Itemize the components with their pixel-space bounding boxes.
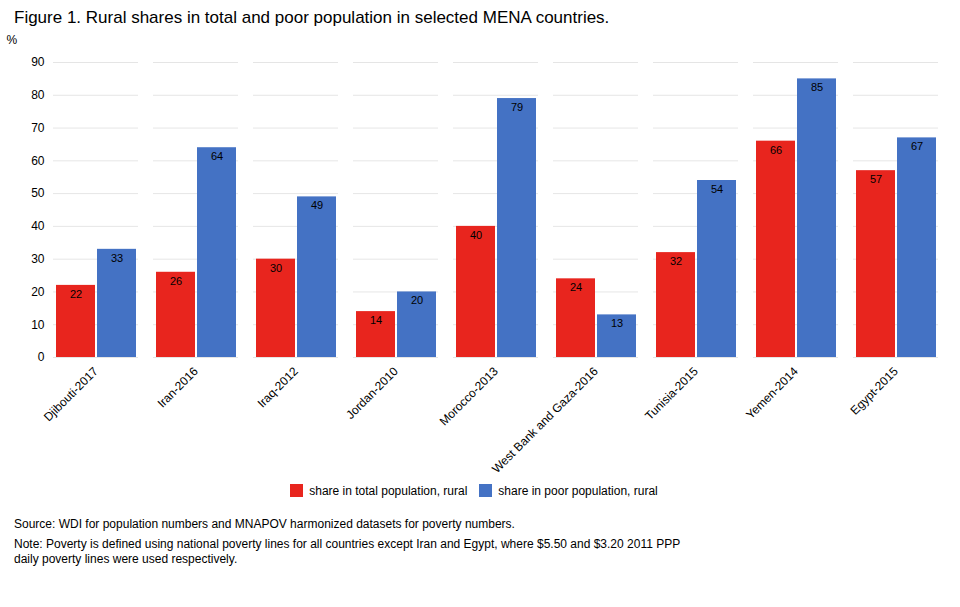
svg-text:14: 14 <box>370 314 382 326</box>
svg-text:60: 60 <box>31 154 45 168</box>
svg-text:Yemen-2014: Yemen-2014 <box>743 364 801 422</box>
svg-text:13: 13 <box>611 317 623 329</box>
svg-text:10: 10 <box>31 318 45 332</box>
svg-text:West Bank and Gaza-2016: West Bank and Gaza-2016 <box>489 364 601 472</box>
svg-text:90: 90 <box>31 55 45 69</box>
svg-text:49: 49 <box>311 199 323 211</box>
svg-text:67: 67 <box>911 140 923 152</box>
html-text:Note: Poverty is defined using: Note: Poverty is defined using national … <box>14 536 681 567</box>
svg-text:30: 30 <box>31 252 45 266</box>
svg-text:40: 40 <box>470 229 482 241</box>
svg-text:64: 64 <box>211 150 223 162</box>
svg-text:26: 26 <box>170 275 182 287</box>
html-text:Source: WDI for population num: Source: WDI for population numbers and M… <box>14 517 515 531</box>
svg-text:33: 33 <box>111 252 123 264</box>
svg-text:22: 22 <box>70 288 82 300</box>
html-text:share in total population, rur: share in total population, rural <box>309 483 468 498</box>
svg-text:Tunisia-2015: Tunisia-2015 <box>642 364 701 423</box>
svg-text:40: 40 <box>31 219 45 233</box>
svg-text:Egypt-2015: Egypt-2015 <box>848 364 902 418</box>
svg-text:20: 20 <box>411 294 423 306</box>
svg-text:0: 0 <box>38 350 45 364</box>
svg-text:66: 66 <box>770 144 782 156</box>
svg-text:79: 79 <box>511 101 523 113</box>
svg-text:Morocco-2013: Morocco-2013 <box>437 364 501 428</box>
svg-text:50: 50 <box>31 186 45 200</box>
svg-text:80: 80 <box>31 88 45 102</box>
svg-text:Djibouti-2017: Djibouti-2017 <box>41 364 101 424</box>
svg-text:30: 30 <box>270 262 282 274</box>
svg-text:20: 20 <box>31 285 45 299</box>
html-text:Figure 1. Rural shares in tota: Figure 1. Rural shares in total and poor… <box>14 8 610 27</box>
svg-text:Jordan-2010: Jordan-2010 <box>343 364 401 422</box>
svg-text:70: 70 <box>31 121 45 135</box>
svg-text:57: 57 <box>870 173 882 185</box>
html-text:share in poor population, rura: share in poor population, rural <box>498 483 658 498</box>
svg-text:85: 85 <box>811 81 823 93</box>
svg-text:32: 32 <box>670 255 682 267</box>
svg-text:54: 54 <box>711 183 723 195</box>
svg-text:24: 24 <box>570 281 582 293</box>
svg-text:%: % <box>7 33 18 47</box>
svg-text:Iraq-2012: Iraq-2012 <box>255 364 301 410</box>
svg-text:Iran-2016: Iran-2016 <box>155 364 201 410</box>
